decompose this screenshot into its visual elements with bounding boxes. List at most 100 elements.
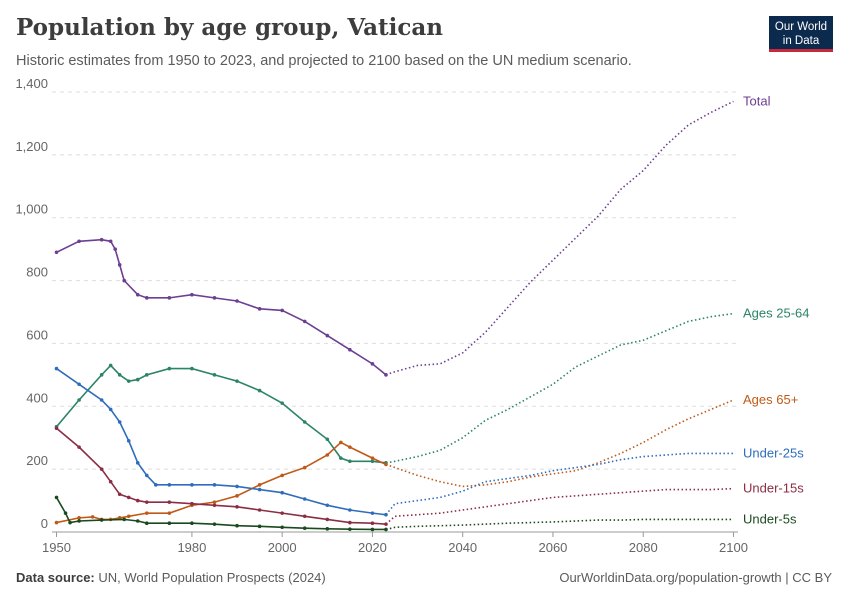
data-point bbox=[154, 483, 158, 487]
data-point bbox=[144, 521, 149, 525]
data-point bbox=[167, 511, 172, 515]
data-point bbox=[370, 521, 375, 525]
x-tick-label: 1950 bbox=[42, 540, 71, 555]
data-point bbox=[280, 511, 284, 515]
data-point bbox=[108, 239, 113, 244]
y-tick-label: 1,000 bbox=[15, 202, 48, 217]
historic-line-under-25s bbox=[56, 367, 387, 516]
data-point bbox=[54, 366, 59, 371]
projection-line-ages-25-64 bbox=[385, 312, 734, 464]
data-point bbox=[325, 503, 330, 508]
data-point bbox=[117, 263, 122, 267]
data-point bbox=[348, 445, 352, 449]
y-tick-label: 0 bbox=[41, 516, 48, 531]
data-point bbox=[325, 453, 330, 457]
series-ages-25-64[interactable] bbox=[54, 312, 734, 465]
data-point bbox=[167, 296, 172, 300]
historic-line-ages-25-64 bbox=[55, 364, 387, 464]
data-point bbox=[135, 461, 140, 465]
data-point bbox=[54, 520, 59, 525]
data-point bbox=[190, 521, 194, 525]
data-point bbox=[108, 363, 113, 368]
projection-line-ages-65- bbox=[385, 399, 734, 488]
data-point bbox=[135, 292, 140, 297]
data-point bbox=[99, 467, 104, 471]
data-point bbox=[190, 483, 194, 487]
data-point bbox=[235, 523, 239, 528]
series-label-total: Total bbox=[743, 93, 771, 108]
data-point bbox=[77, 382, 81, 387]
series-under-5s[interactable] bbox=[54, 495, 734, 532]
data-point bbox=[122, 278, 127, 283]
data-point bbox=[212, 500, 217, 504]
data-point bbox=[99, 518, 104, 522]
projection-line-under-15s bbox=[385, 487, 734, 525]
x-tick-label: 2020 bbox=[358, 540, 387, 555]
logo-line-2: in Data bbox=[782, 35, 820, 47]
y-tick-label: 1,400 bbox=[15, 76, 48, 91]
data-point bbox=[54, 250, 59, 255]
series-under-15s[interactable] bbox=[54, 426, 734, 526]
data-point bbox=[339, 456, 343, 460]
historic-line-under-15s bbox=[56, 427, 387, 525]
data-point bbox=[302, 319, 307, 324]
source-link[interactable]: OurWorldinData.org/population-growth | C… bbox=[559, 570, 832, 585]
x-tick-label: 2080 bbox=[629, 540, 658, 555]
data-point bbox=[77, 239, 81, 244]
data-point bbox=[117, 420, 122, 424]
data-point bbox=[90, 515, 95, 519]
data-point bbox=[190, 366, 194, 371]
y-tick-label: 1,200 bbox=[15, 139, 48, 154]
series-under-25s[interactable] bbox=[54, 366, 734, 517]
data-point bbox=[99, 373, 104, 377]
x-tick-label: 1980 bbox=[177, 540, 206, 555]
series-lines bbox=[54, 100, 734, 532]
logo-line-1: Our World bbox=[774, 21, 828, 33]
series-label-under-25s: Under-25s bbox=[743, 445, 804, 460]
data-point bbox=[190, 501, 194, 506]
data-point bbox=[348, 527, 352, 531]
data-point bbox=[325, 437, 330, 442]
data-point bbox=[257, 307, 262, 311]
data-point bbox=[339, 440, 343, 445]
historic-line-total bbox=[56, 238, 387, 376]
data-point bbox=[235, 494, 239, 498]
data-point bbox=[302, 526, 307, 531]
data-point bbox=[325, 517, 330, 522]
data-point bbox=[325, 333, 330, 338]
data-point bbox=[122, 517, 127, 522]
x-tick-label: 2100 bbox=[719, 540, 748, 555]
data-point bbox=[348, 347, 352, 352]
data-point bbox=[77, 516, 81, 520]
projection-line-under-25s bbox=[385, 452, 734, 516]
data-point bbox=[302, 497, 307, 501]
data-point bbox=[54, 495, 59, 500]
data-point bbox=[135, 519, 140, 523]
data-point bbox=[54, 426, 59, 431]
data-point bbox=[212, 522, 217, 526]
series-total[interactable] bbox=[54, 100, 734, 377]
gridlines bbox=[52, 91, 738, 533]
data-point bbox=[257, 524, 262, 529]
chart-subtitle: Historic estimates from 1950 to 2023, an… bbox=[16, 53, 632, 69]
data-point bbox=[257, 487, 262, 492]
historic-line-ages-65- bbox=[56, 441, 387, 524]
data-point bbox=[68, 520, 72, 525]
data-point bbox=[235, 299, 239, 303]
data-point bbox=[235, 379, 239, 383]
data-point bbox=[370, 456, 375, 460]
data-point bbox=[126, 514, 131, 519]
projection-line-under-5s bbox=[385, 518, 734, 531]
data-point bbox=[235, 484, 239, 489]
data-point bbox=[212, 483, 217, 487]
data-point bbox=[190, 292, 194, 297]
series-label-ages-25-64: Ages 25-64 bbox=[743, 306, 810, 321]
data-point bbox=[77, 398, 81, 402]
data-point bbox=[370, 527, 375, 532]
x-tick-label: 2040 bbox=[448, 540, 477, 555]
chart-title: Population by age group, Vatican bbox=[16, 14, 443, 41]
series-label-ages-65-: Ages 65+ bbox=[743, 392, 798, 407]
owid-logo[interactable]: Our World in Data bbox=[769, 16, 833, 52]
x-axis: 1950 1980 2000 2020 2040 2060 2080 2100 bbox=[42, 532, 748, 555]
